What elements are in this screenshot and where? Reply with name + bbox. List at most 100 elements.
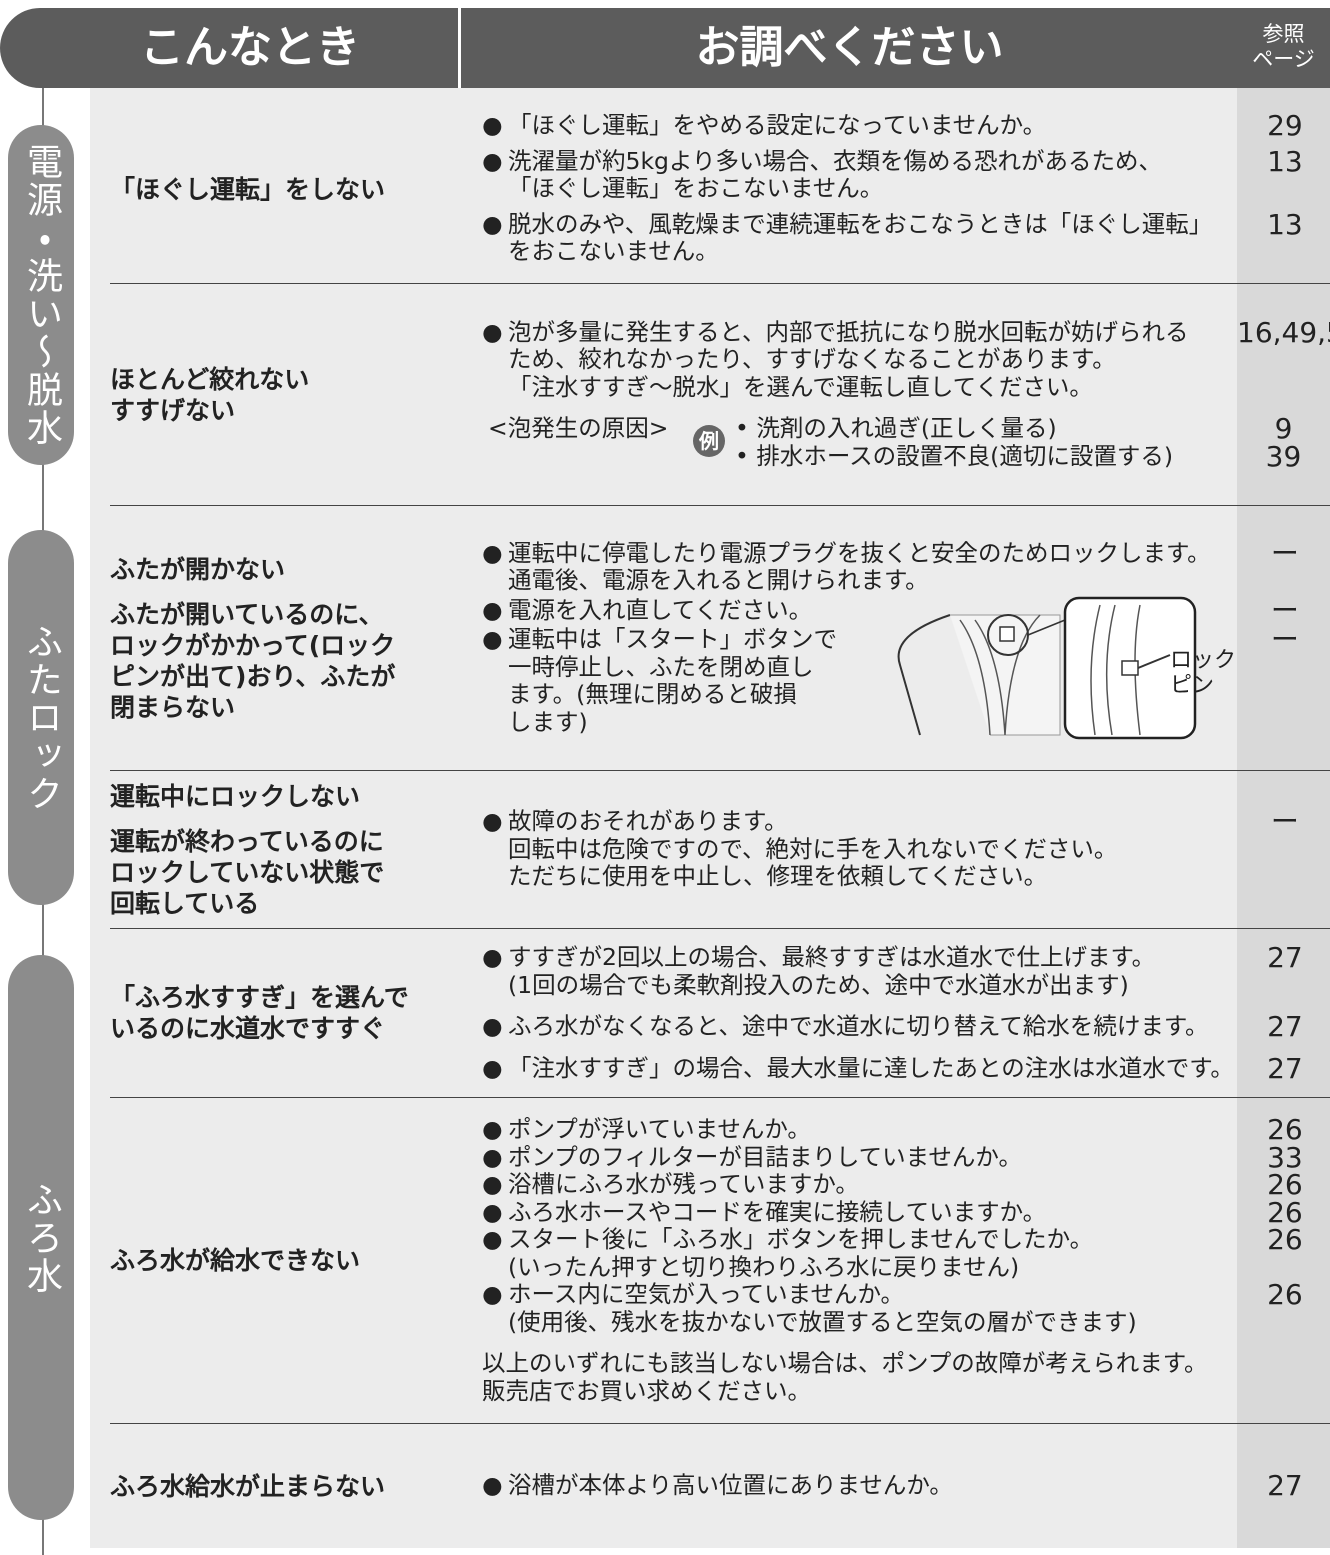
symptom-cell: 「ふろ水すすぎ」を選んで いるのに水道水ですすぐ [110,929,455,1097]
table-row: 運転中にロックしない運転が終わっているのに ロックしていない状態で 回転している… [110,770,1330,928]
check-text: 洗濯量が約5kgより多い場合、衣類を傷める恐れがあるため、 「ほぐし運転」をおこ… [462,147,1240,203]
check-text: 泡が多量に発生すると、内部で抵抗になり脱水回転が妨げられる ため、絞れなかったり… [462,318,1237,402]
table-row: ふろ水給水が止まらない 浴槽が本体より高い位置にありませんか。 27 [110,1423,1330,1548]
section-tab: ふたロック [8,530,74,905]
check-cell: すすぎが2回以上の場合、最終すすぎは水道水で仕上げます。 (1回の場合でも柔軟剤… [462,929,1330,1097]
symptom: ふたが開いているのに、 ロックがかかって(ロック ピンが出て)おり、ふたが 閉ま… [110,599,396,722]
check-item: 運転中に停電したり電源プラグを抜くと安全のためロックします。 通電後、電源を入れ… [462,536,1330,595]
reference-page: 29 [1267,109,1303,143]
table-row: ほとんど絞れない すすげない 泡が多量に発生すると、内部で抵抗になり脱水回転が妨げ… [110,283,1330,505]
table-row: ふたが開かないふたが開いているのに、 ロックがかかって(ロック ピンが出て)おり… [110,505,1330,770]
check-text: 浴槽にふろ水が残っていますか。 [462,1170,1240,1199]
reference-page: ー [1270,623,1299,657]
check-item: 泡が多量に発生すると、内部で抵抗になり脱水回転が妨げられる ため、絞れなかったり… [462,315,1330,402]
symptom: 「ほぐし運転」をしない [110,174,386,204]
header-col1: こんなとき [140,22,360,73]
reference-page: 33 [1267,1140,1303,1174]
check-cell: 運転中に停電したり電源プラグを抜くと安全のためロックします。 通電後、電源を入れ… [462,506,1330,770]
check-text: すすぎが2回以上の場合、最終すすぎは水道水で仕上げます。 (1回の場合でも柔軟剤… [462,943,1240,999]
check-item: ふろ水ホースやコードを確実に接続していますか。 26 [462,1195,1330,1229]
check-text: 「注水すすぎ」の場合、最大水量に達したあとの注水は水道水です。 [462,1054,1240,1083]
check-cell: 故障のおそれがあります。 回転中は危険ですので、絶対に手を入れないでください。 … [462,771,1330,928]
check-text: スタート後に「ふろ水」ボタンを押しませんでしたか。 (いったん押すと切り換わりふ… [462,1225,1240,1281]
symptom-cell: ふろ水が給水できない [110,1098,455,1423]
symptom-cell: 運転中にロックしない運転が終わっているのに ロックしていない状態で 回転している [110,771,455,928]
reference-page: 13 [1267,144,1303,178]
check-item: スタート後に「ふろ水」ボタンを押しませんでしたか。 (いったん押すと切り換わりふ… [462,1223,1330,1281]
check-text: 脱水のみや、風乾燥まで連続運転をおこなうときは「ほぐし運転」 をおこないません。 [462,210,1240,266]
example-text: 洗剤の入れ過ぎ(正しく量る) [735,415,1237,443]
header-col3-line: ページ [1252,47,1315,71]
reference-column [1237,88,1330,1548]
reference-page: ー [1270,536,1299,570]
check-item: 浴槽が本体より高い位置にありませんか。 27 [462,1472,1330,1500]
example-label: <泡発生の原因> [488,414,669,443]
reference-page: 27 [1267,1010,1303,1043]
check-item: 電源を入れ直してください。 ー [462,593,1330,627]
check-text: 運転中は「スタート」ボタンで 一時停止し、ふたを閉め直し ます。(無理に閉めると… [462,626,1240,736]
check-cell: ポンプが浮いていませんか。26ポンプのフィルターが目詰まりしていませんか。 33 浴… [462,1098,1330,1423]
check-text: ふろ水がなくなると、途中で水道水に切り替えて給水を続けます。 [462,1012,1240,1041]
section-tab: 電源・洗い〜脱水 [8,125,74,465]
example-line: 洗剤の入れ過ぎ(正しく量る) 9 [735,415,1330,443]
reference-page: 9 [1274,412,1293,446]
table-row: 「ふろ水すすぎ」を選んで いるのに水道水ですすぐすすぎが2回以上の場合、最終すす… [110,928,1330,1097]
check-item: ふろ水がなくなると、途中で水道水に切り替えて給水を続けます。 27 [462,1010,1330,1043]
reference-page: 26 [1267,1195,1303,1229]
header-col2: お調べください [695,22,1004,73]
symptom-cell: ほとんど絞れない すすげない [110,284,455,505]
check-text: ふろ水ホースやコードを確実に接続していますか。 [462,1198,1240,1227]
reference-page: 39 [1265,439,1302,473]
section-tab: ふろ水 [8,955,74,1520]
symptom: 運転中にロックしない [110,781,361,811]
symptom: 「ふろ水すすぎ」を選んで いるのに水道水ですすぐ [110,983,409,1043]
reference-page: 26 [1267,1278,1303,1311]
reference-page: 13 [1267,207,1303,241]
header-col3: 参照 ページ [1237,22,1330,72]
check-cell: 「ほぐし運転」をやめる設定になっていませんか。 29 洗濯量が約5kgより多い場合、… [462,95,1330,283]
check-text: 故障のおそれがあります。 回転中は危険ですので、絶対に手を入れないでください。 … [462,808,1240,891]
header-col3-line: 参照 [1262,22,1305,46]
check-item: 脱水のみや、風乾燥まで連続運転をおこなうときは「ほぐし運転」 をおこないません。… [462,207,1330,266]
check-text: 運転中に停電したり電源プラグを抜くと安全のためロックします。 通電後、電源を入れ… [462,539,1240,595]
check-item: ホース内に空気が入っていませんか。 (使用後、残水を抜かないで放置すると空気の層… [462,1278,1330,1336]
check-item: ポンプが浮いていませんか。 26 [462,1113,1330,1146]
reference-page: 27 [1267,1051,1303,1085]
symptom: ほとんど絞れない すすげない [110,364,310,425]
section-label: ふたロック [21,622,62,813]
reference-page: 16,49,50 [1237,315,1330,349]
section-label: ふろ水 [21,1180,62,1295]
reference-page: 27 [1267,941,1303,974]
symptom: ふろ水給水が止まらない [110,1471,386,1501]
symptom: 運転が終わっているのに ロックしていない状態で 回転している [110,826,385,918]
check-item: 「注水すすぎ」の場合、最大水量に達したあとの注水は水道水です。 27 [462,1051,1330,1085]
check-text: 浴槽が本体より高い位置にありませんか。 [462,1472,1240,1500]
check-item: 洗濯量が約5kgより多い場合、衣類を傷める恐れがあるため、 「ほぐし運転」をおこ… [462,144,1330,203]
table-row: 「ほぐし運転」をしない 「ほぐし運転」をやめる設定になっていませんか。 29 洗濯量が… [110,95,1330,283]
table-row: ふろ水が給水できない ポンプが浮いていませんか。26ポンプのフィルターが目詰まりし… [110,1097,1330,1423]
reference-page: 26 [1267,1168,1303,1201]
check-item: ポンプのフィルターが目詰まりしていませんか。 33 [462,1140,1330,1174]
check-item: 運転中は「スタート」ボタンで 一時停止し、ふたを閉め直し ます。(無理に閉めると… [462,626,1330,736]
check-item: 「ほぐし運転」をやめる設定になっていませんか。 29 [462,112,1330,140]
check-item: すすぎが2回以上の場合、最終すすぎは水道水で仕上げます。 (1回の場合でも柔軟剤… [462,941,1330,999]
symptom: ふたが開かない [110,554,286,584]
reference-page: ー [1270,593,1299,627]
reference-page: ー [1270,805,1299,839]
symptom-cell: ふろ水給水が止まらない [110,1424,455,1548]
header-bar: こんなとき お調べください 参照 ページ [0,8,1330,88]
check-text: ポンプのフィルターが目詰まりしていませんか。 [462,1143,1240,1172]
reference-page: 26 [1267,1223,1303,1256]
example-block: <泡発生の原因> 例洗剤の入れ過ぎ(正しく量る) 9排水ホースの設置不良(適切に設置… [462,414,1330,473]
symptom: ふろ水が給水できない [110,1246,361,1275]
example-line: 排水ホースの設置不良(適切に設置する) 39 [735,439,1330,473]
check-text: ホース内に空気が入っていませんか。 (使用後、残水を抜かないで放置すると空気の層… [462,1280,1240,1336]
header-divider [458,8,461,88]
reference-page: 26 [1267,1113,1303,1146]
check-text: 「ほぐし運転」をやめる設定になっていませんか。 [462,112,1240,140]
example-badge: 例 [693,425,725,458]
symptom-cell: 「ほぐし運転」をしない [110,95,455,283]
section-label: 電源・洗い〜脱水 [21,143,62,447]
check-item: 故障のおそれがあります。 回転中は危険ですので、絶対に手を入れないでください。 … [462,808,1330,891]
